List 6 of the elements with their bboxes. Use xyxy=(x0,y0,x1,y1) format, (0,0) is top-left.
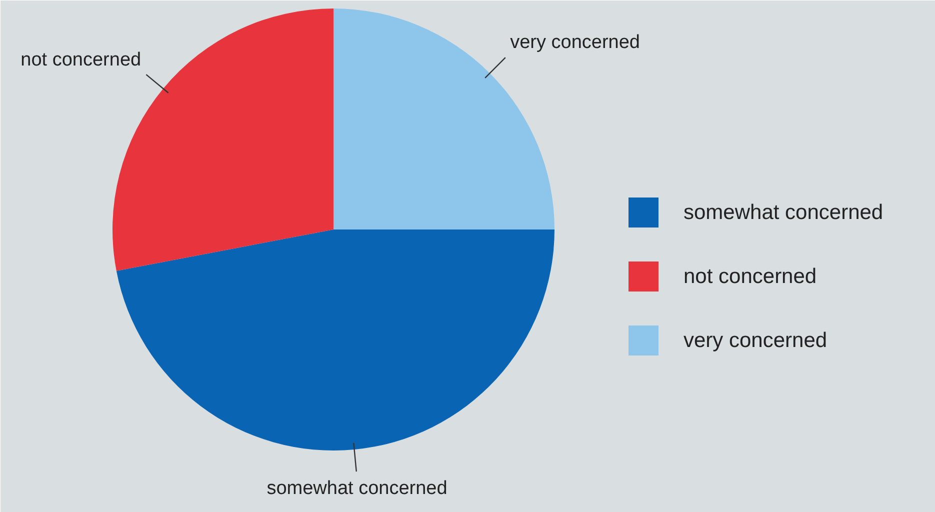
legend-label: not concerned xyxy=(684,265,817,288)
slice-label: not concerned xyxy=(20,49,142,70)
legend-label: very concerned xyxy=(684,329,828,352)
legend-label: somewhat concerned xyxy=(684,201,884,224)
slice-label: somewhat concerned xyxy=(266,478,448,500)
slice-label: very concerned xyxy=(510,32,640,53)
